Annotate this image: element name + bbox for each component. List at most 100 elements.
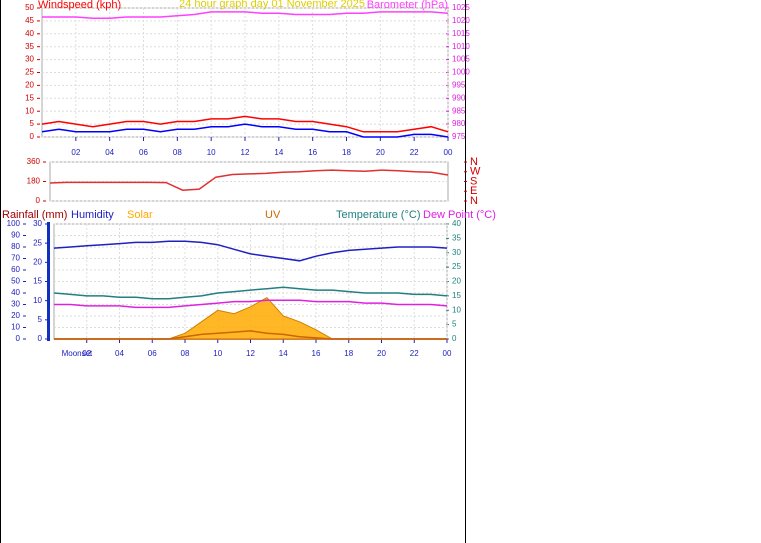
x-tick-label: 00 <box>443 349 452 358</box>
y-tick-label: 0 <box>16 334 21 343</box>
y2-tick-label: N <box>470 195 478 207</box>
series-line <box>49 169 449 191</box>
series-line <box>54 330 447 340</box>
y-tick-label: 40 <box>25 29 34 38</box>
y2-tick-label: 0 <box>452 334 457 343</box>
x-tick-label: 02 <box>82 349 91 358</box>
y-tick-label: 20 <box>11 311 20 320</box>
y2-tick-label: 1015 <box>452 29 470 38</box>
y-tick-label: 70 <box>11 254 20 263</box>
chart-title: 24 hour graph day 01 November 2025 <box>179 0 365 10</box>
x-tick-label: 20 <box>377 349 386 358</box>
y2-tick-label: 1020 <box>452 16 470 25</box>
y2-tick-label: 975 <box>452 132 466 141</box>
y2-tick-label: 10 <box>452 305 461 314</box>
series-line <box>54 299 448 309</box>
x-tick-label: 20 <box>376 148 385 157</box>
y2-tick-label: 5 <box>452 320 457 329</box>
y2-tick-label: 40 <box>452 219 461 228</box>
series-label: Temperature (°C) <box>336 209 420 221</box>
y-tick-label: 20 <box>25 81 34 90</box>
y2-tick-label: 25 <box>452 262 461 271</box>
series-label: Humidity <box>71 209 114 221</box>
y3-tick-label: 30 <box>33 219 42 228</box>
x-tick-label: 18 <box>342 148 351 157</box>
series-line <box>53 286 448 300</box>
x-tick-label: 08 <box>173 148 182 157</box>
y-tick-label: 15 <box>25 93 34 102</box>
y3-tick-label: 20 <box>33 257 42 266</box>
series-label: Rainfall (mm) <box>2 209 67 221</box>
y2-tick-label: 995 <box>452 81 466 90</box>
x-tick-label: 12 <box>241 148 250 157</box>
y-tick-label: 0 <box>36 196 41 205</box>
x-tick-label: 06 <box>148 349 157 358</box>
y-tick-label: 0 <box>30 132 35 141</box>
x-tick-label: 18 <box>344 349 353 358</box>
x-tick-label: 16 <box>308 148 317 157</box>
x-tick-label: 14 <box>274 148 283 157</box>
y-tick-label: 360 <box>27 157 41 166</box>
y-tick-label: 60 <box>11 265 20 274</box>
y2-tick-label: 20 <box>452 277 461 286</box>
y-tick-label: 30 <box>11 300 20 309</box>
x-tick-label: 22 <box>410 148 419 157</box>
x-tick-label: 12 <box>246 349 255 358</box>
y2-tick-label: 1000 <box>452 68 470 77</box>
y2-tick-label: 990 <box>452 93 466 102</box>
y3-tick-label: 15 <box>33 277 42 286</box>
y2-tick-label: 1010 <box>452 42 470 51</box>
x-tick-label: 10 <box>213 349 222 358</box>
x-tick-label: 04 <box>115 349 124 358</box>
y-tick-label: 5 <box>30 119 35 128</box>
y3-tick-label: 5 <box>38 315 43 324</box>
series-label: UV <box>265 209 281 221</box>
y2-tick-label: 30 <box>452 248 461 257</box>
y-tick-label: 50 <box>25 3 34 12</box>
y2-tick-label: 1025 <box>452 3 470 12</box>
series-label: Dew Point (°C) <box>423 209 496 221</box>
y-tick-label: 35 <box>25 42 34 51</box>
left-axis-bar <box>47 222 50 341</box>
y2-tick-label: W <box>470 166 481 178</box>
y-tick-label: 10 <box>11 323 20 332</box>
y-tick-label: 100 <box>7 219 21 228</box>
series-line <box>53 240 448 262</box>
x-tick-label: 10 <box>207 148 216 157</box>
x-tick-label: 22 <box>410 349 419 358</box>
y-tick-label: 30 <box>25 55 34 64</box>
y3-tick-label: 25 <box>33 238 42 247</box>
y2-tick-label: 15 <box>452 291 461 300</box>
y-tick-label: 50 <box>11 277 20 286</box>
y-tick-label: 180 <box>27 177 41 186</box>
y-tick-label: 45 <box>25 16 34 25</box>
y2-tick-label: 985 <box>452 106 466 115</box>
y2-tick-label: S <box>470 175 477 187</box>
y2-tick-label: 35 <box>452 233 461 242</box>
y-tick-label: 90 <box>11 231 20 240</box>
x-tick-label: 04 <box>105 148 114 157</box>
y2-tick-label: N <box>470 156 478 168</box>
y2-tick-label: E <box>470 185 477 197</box>
series-label: Barometer (hPa) <box>367 0 448 11</box>
y-tick-label: 80 <box>11 242 20 251</box>
y-tick-label: 10 <box>25 106 34 115</box>
y-tick-label: 25 <box>25 68 34 77</box>
x-tick-label: 06 <box>139 148 148 157</box>
y3-tick-label: 10 <box>33 296 42 305</box>
series-line <box>41 123 449 138</box>
x-tick-label: 16 <box>312 349 321 358</box>
x-tick-label: 02 <box>71 148 80 157</box>
y3-tick-label: 0 <box>38 334 43 343</box>
series-line <box>41 115 449 133</box>
y2-tick-label: 1005 <box>452 55 470 64</box>
series-label: Windspeed (kph) <box>38 0 121 11</box>
y2-tick-label: 980 <box>452 119 466 128</box>
annotation: Moonset <box>62 349 93 358</box>
y-tick-label: 40 <box>11 288 20 297</box>
series-line <box>42 11 449 20</box>
x-tick-label: 00 <box>444 148 453 157</box>
